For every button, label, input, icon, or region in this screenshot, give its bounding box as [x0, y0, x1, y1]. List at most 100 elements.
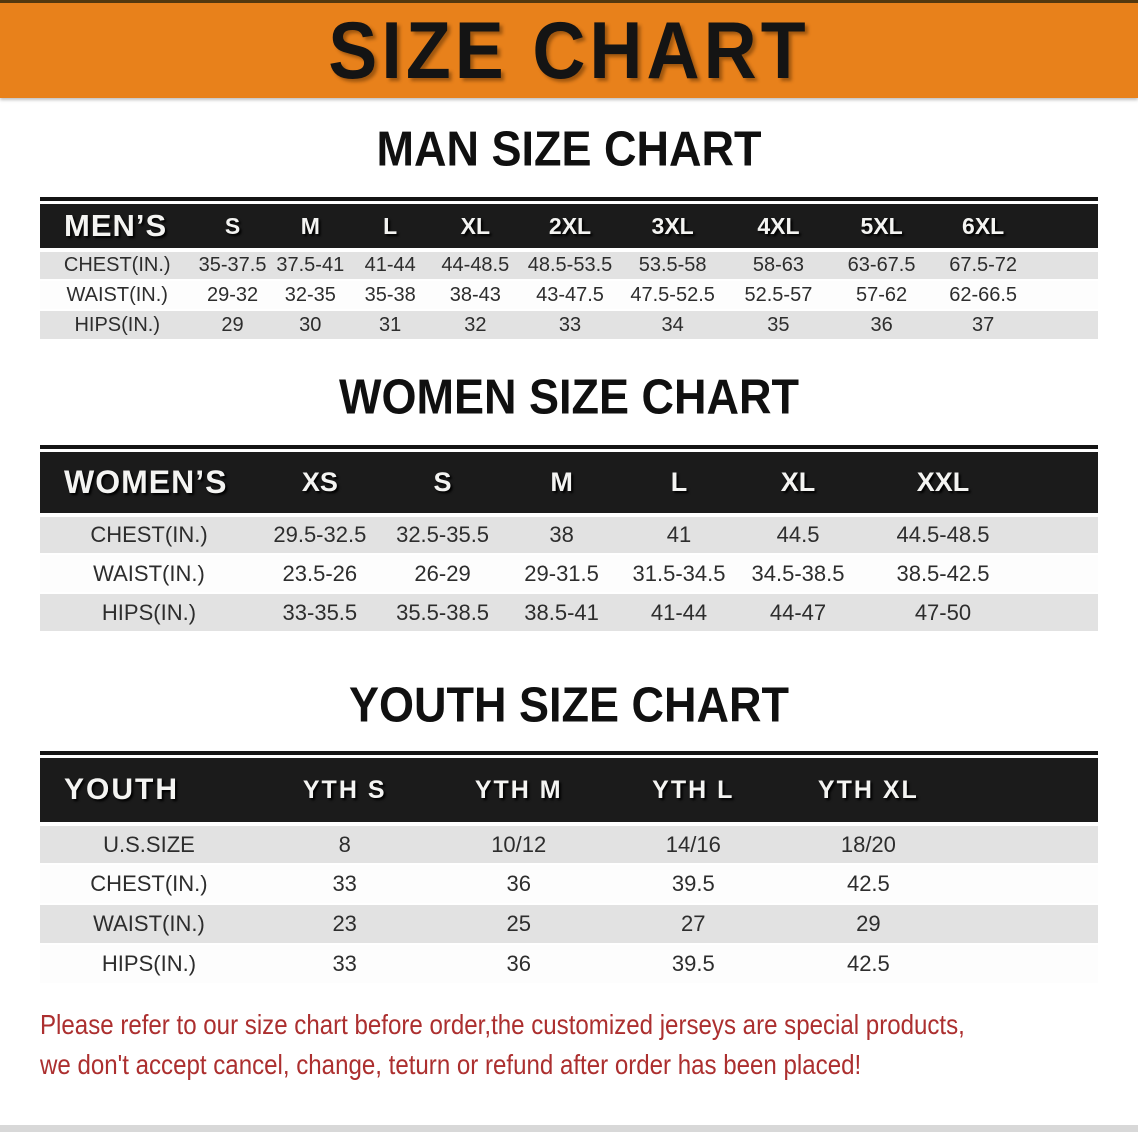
filler-cell: [1034, 309, 1098, 341]
table-header-row: WOMEN’S XS S M L XL XXL: [40, 452, 1098, 517]
column-header: S: [194, 204, 271, 252]
cell-value: 38.5-41: [503, 592, 620, 633]
disclaimer-line-2: we don't accept cancel, change, teturn o…: [40, 1049, 862, 1080]
cell-value: 35: [725, 309, 832, 341]
cell-value: 42.5: [780, 943, 957, 985]
cell-value: 44-47: [738, 592, 858, 633]
filler-cell: [956, 903, 1098, 945]
cell-value: 38.5-42.5: [857, 553, 1029, 594]
table-row: WAIST(IN.) 29-32 32-35 35-38 38-43 43-47.5 47.…: [40, 279, 1098, 311]
column-header: XS: [257, 452, 382, 517]
cell-value: 18/20: [780, 823, 957, 865]
cell-value: 23: [257, 903, 432, 945]
row-label: HIPS(IN.): [40, 309, 195, 341]
cell-value: 42.5: [780, 863, 957, 905]
filler-cell: [956, 758, 1098, 826]
column-header: S: [381, 452, 504, 517]
table-row: WAIST(IN.) 23.5-26 26-29 29-31.5 31.5-34.5 34…: [40, 553, 1098, 594]
table-row: HIPS(IN.) 33 36 39.5 42.5: [40, 943, 1098, 985]
men-size-table: MEN’S S M L XL 2XL 3XL 4XL 5XL 6XL CHEST(IN.) 35-3…: [40, 197, 1098, 341]
column-header: L: [619, 452, 739, 517]
cell-value: 34.5-38.5: [738, 553, 858, 594]
cell-value: 38-43: [430, 279, 521, 311]
table-row: CHEST(IN.) 35-37.5 37.5-41 41-44 44-48.5 48.5…: [40, 249, 1098, 281]
cell-value: 52.5-57: [725, 279, 832, 311]
women-size-table: WOMEN’S XS S M L XL XXL CHEST(IN.) 29.5-32.5 32.…: [40, 445, 1098, 633]
row-label: U.S.SIZE: [40, 823, 258, 865]
cell-value: 8: [257, 823, 432, 865]
column-header: YTH XL: [780, 758, 957, 826]
table-row: WAIST(IN.) 23 25 27 29: [40, 903, 1098, 945]
cell-value: 35-38: [349, 279, 431, 311]
column-header: 5XL: [831, 204, 932, 252]
table-row: CHEST(IN.) 33 36 39.5 42.5: [40, 863, 1098, 905]
cell-value: 35-37.5: [194, 249, 271, 281]
table-title: MEN’S: [40, 204, 195, 252]
cell-value: 32.5-35.5: [381, 514, 504, 555]
table-title: WOMEN’S: [40, 452, 258, 517]
cell-value: 58-63: [725, 249, 832, 281]
table-row: HIPS(IN.) 33-35.5 35.5-38.5 38.5-41 41-44 44-…: [40, 592, 1098, 633]
cell-value: 29: [780, 903, 957, 945]
cell-value: 44-48.5: [430, 249, 521, 281]
table-header-row: MEN’S S M L XL 2XL 3XL 4XL 5XL 6XL: [40, 204, 1098, 252]
cell-value: 44.5-48.5: [857, 514, 1029, 555]
title-banner: SIZE CHART: [0, 0, 1138, 98]
cell-value: 37.5-41: [270, 249, 350, 281]
filler-cell: [956, 943, 1098, 985]
column-header: YTH M: [431, 758, 606, 826]
cell-value: 31: [349, 309, 431, 341]
column-header: 2XL: [520, 204, 620, 252]
cell-value: 43-47.5: [520, 279, 620, 311]
cell-value: 41-44: [619, 592, 739, 633]
cell-value: 30: [270, 309, 350, 341]
column-header: XXL: [857, 452, 1029, 517]
column-header: YTH S: [257, 758, 432, 826]
column-header: YTH L: [606, 758, 781, 826]
column-header: XL: [738, 452, 858, 517]
cell-value: 29.5-32.5: [257, 514, 382, 555]
cell-value: 67.5-72: [931, 249, 1035, 281]
cell-value: 36: [431, 943, 606, 985]
cell-value: 31.5-34.5: [619, 553, 739, 594]
cell-value: 44.5: [738, 514, 858, 555]
column-header: XL: [430, 204, 521, 252]
row-label: WAIST(IN.): [40, 903, 258, 945]
women-size-table-grid: WOMEN’S XS S M L XL XXL CHEST(IN.) 29.5-32.5 32.…: [40, 452, 1098, 633]
table-title: YOUTH: [40, 758, 258, 826]
filler-cell: [1028, 514, 1098, 555]
cell-value: 36: [431, 863, 606, 905]
cell-value: 10/12: [431, 823, 606, 865]
filler-cell: [1034, 249, 1098, 281]
cell-value: 35.5-38.5: [381, 592, 504, 633]
cell-value: 33: [257, 943, 432, 985]
row-label: HIPS(IN.): [40, 592, 258, 633]
column-header: M: [503, 452, 620, 517]
cell-value: 29-32: [194, 279, 271, 311]
cell-value: 57-62: [831, 279, 932, 311]
cell-value: 39.5: [606, 943, 781, 985]
cell-value: 33-35.5: [257, 592, 382, 633]
row-label: CHEST(IN.): [40, 863, 258, 905]
cell-value: 14/16: [606, 823, 781, 865]
cell-value: 26-29: [381, 553, 504, 594]
cell-value: 63-67.5: [831, 249, 932, 281]
cell-value: 41: [619, 514, 739, 555]
table-header-row: YOUTH YTH S YTH M YTH L YTH XL: [40, 758, 1098, 826]
column-header: L: [349, 204, 431, 252]
youth-size-table-grid: YOUTH YTH S YTH M YTH L YTH XL U.S.SIZE 8 10/1…: [40, 758, 1098, 985]
cell-value: 33: [257, 863, 432, 905]
men-size-table-grid: MEN’S S M L XL 2XL 3XL 4XL 5XL 6XL CHEST(IN.) 35-3…: [40, 204, 1098, 341]
table-row: U.S.SIZE 8 10/12 14/16 18/20: [40, 823, 1098, 865]
cell-value: 36: [831, 309, 932, 341]
cell-value: 32-35: [270, 279, 350, 311]
section-heading-youth: YOUTH SIZE CHART: [348, 676, 789, 733]
cell-value: 62-66.5: [931, 279, 1035, 311]
cell-value: 34: [619, 309, 726, 341]
cell-value: 27: [606, 903, 781, 945]
row-label: CHEST(IN.): [40, 249, 195, 281]
cell-value: 38: [503, 514, 620, 555]
page-title: SIZE CHART: [328, 5, 810, 96]
cell-value: 37: [931, 309, 1035, 341]
row-label: HIPS(IN.): [40, 943, 258, 985]
